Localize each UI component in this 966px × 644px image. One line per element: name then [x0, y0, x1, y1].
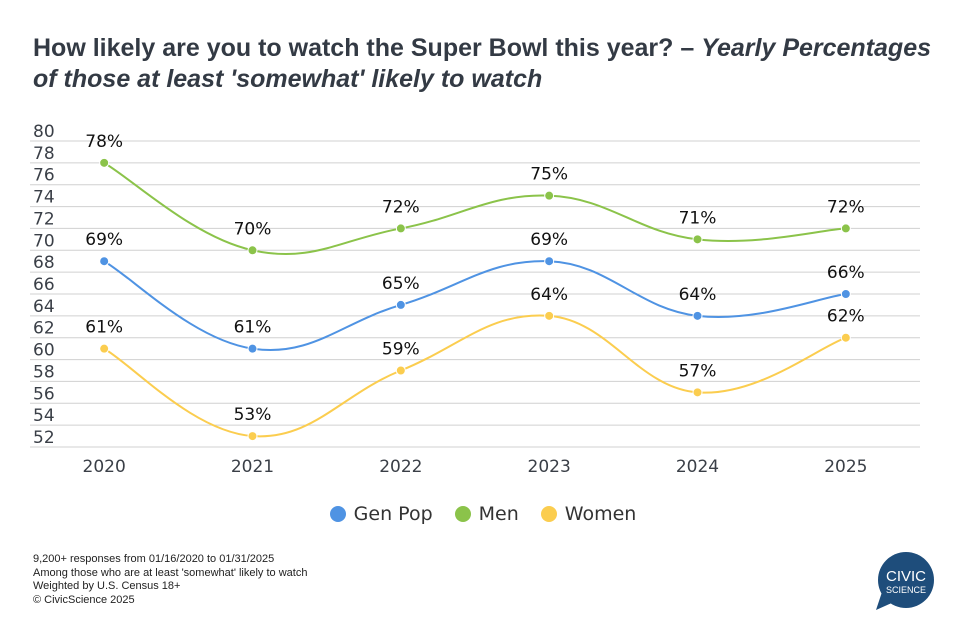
data-point — [840, 332, 851, 343]
data-point — [247, 343, 258, 354]
y-tick-label: 72 — [33, 209, 55, 229]
legend-marker — [454, 506, 471, 522]
note-responses: 9,200+ responses from 01/16/2020 to 01/3… — [33, 553, 275, 565]
svg-text:SCIENCE: SCIENCE — [886, 585, 926, 595]
legend-label: Women — [564, 503, 637, 525]
data-point — [840, 289, 851, 299]
data-label: 64% — [679, 285, 717, 305]
y-tick-label: 58 — [33, 362, 55, 382]
legend-marker — [540, 506, 557, 522]
y-tick-label: 74 — [33, 188, 55, 208]
legend: Gen Pop Men Women — [0, 503, 966, 525]
data-label: 53% — [234, 405, 272, 425]
y-tick-label: 70 — [33, 231, 55, 251]
legend-label: Men — [478, 503, 519, 525]
data-label: 59% — [382, 340, 420, 360]
series-line-gen-pop — [103, 260, 846, 351]
data-point — [99, 256, 110, 267]
x-tick-label: 2020 — [83, 457, 126, 477]
y-tick-label: 54 — [33, 406, 55, 426]
x-tick-label: 2022 — [379, 457, 422, 477]
data-label: 72% — [382, 197, 420, 217]
chart-title: How likely are you to watch the Super Bo… — [33, 33, 933, 95]
data-label: 72% — [827, 197, 865, 217]
data-point — [544, 256, 555, 267]
x-tick-label: 2023 — [528, 457, 571, 477]
y-tick-label: 52 — [33, 428, 55, 448]
data-point — [692, 310, 703, 321]
note-weighting: Weighted by U.S. Census 18+ — [33, 580, 181, 592]
legend-label: Gen Pop — [353, 503, 433, 525]
data-label: 62% — [827, 307, 865, 327]
y-tick-label: 56 — [33, 384, 55, 404]
data-point — [840, 223, 851, 234]
y-tick-label: 62 — [33, 319, 55, 339]
y-tick-label: 66 — [33, 275, 55, 295]
title-italic: Yearly Percentages of those at least 'so… — [33, 34, 932, 93]
y-tick-label: 64 — [33, 297, 55, 317]
y-tick-label: 80 — [33, 122, 55, 142]
title-main: How likely are you to watch the Super Bo… — [33, 34, 702, 62]
series-line-women — [103, 314, 847, 438]
data-point — [395, 223, 406, 234]
svg-text:CIVIC: CIVIC — [886, 568, 926, 585]
note-copyright: © CivicScience 2025 — [33, 593, 135, 606]
data-label: 69% — [85, 230, 123, 250]
civicscience-logo: CIVIC SCIENCE — [876, 552, 934, 610]
note-population: Among those who are at least 'somewhat' … — [33, 566, 308, 579]
data-point — [99, 343, 110, 354]
data-point — [247, 431, 258, 442]
legend-item: Men — [454, 503, 519, 525]
series-line-men — [103, 161, 846, 256]
data-label: 61% — [85, 318, 123, 338]
data-label: 71% — [679, 208, 717, 228]
y-tick-label: 78 — [33, 144, 55, 164]
data-point — [99, 157, 110, 168]
data-point — [395, 299, 406, 310]
x-tick-label: 2025 — [824, 457, 867, 477]
y-tick-label: 60 — [33, 341, 55, 361]
y-tick-label: 76 — [33, 166, 55, 186]
data-point — [395, 365, 406, 376]
data-point — [692, 234, 703, 245]
data-label: 57% — [679, 361, 717, 381]
data-label: 64% — [530, 285, 568, 305]
data-label: 70% — [234, 219, 272, 239]
data-point — [544, 310, 555, 321]
data-point — [692, 387, 703, 398]
legend-marker — [329, 506, 346, 522]
x-tick-label: 2024 — [676, 457, 719, 477]
data-label: 75% — [530, 165, 568, 185]
x-tick-label: 2021 — [231, 457, 274, 477]
data-label: 69% — [530, 230, 568, 250]
data-label: 78% — [85, 132, 123, 152]
data-label: 61% — [234, 318, 272, 338]
footnotes: 9,200+ responses from 01/16/2020 to 01/3… — [33, 553, 307, 607]
legend-item: Gen Pop — [329, 503, 433, 525]
data-label: 66% — [827, 263, 865, 283]
legend-item: Women — [540, 503, 637, 525]
data-point — [544, 190, 555, 201]
y-tick-label: 68 — [33, 253, 55, 273]
data-label: 65% — [382, 274, 420, 294]
data-point — [247, 245, 258, 256]
